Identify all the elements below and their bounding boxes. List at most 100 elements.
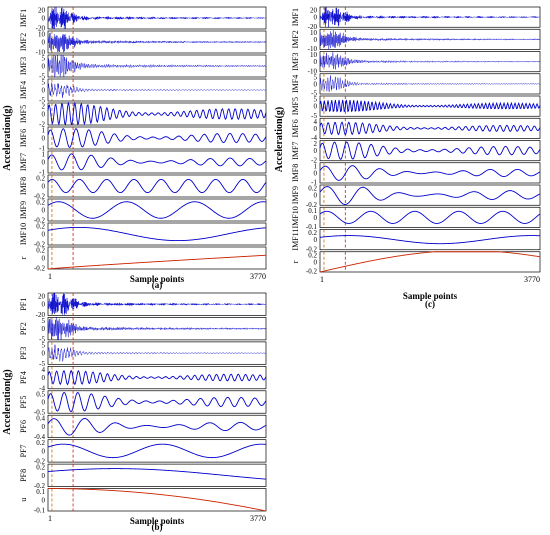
y-tick-label: 10 xyxy=(310,51,318,59)
y-tick-label: 1 xyxy=(42,151,46,159)
subplot-imf7: IMF7 20-2 xyxy=(291,140,541,164)
y-tick-label: -4 xyxy=(39,384,45,392)
series-line xyxy=(47,344,267,362)
subplot-imf7: IMF7 10 -1 xyxy=(19,150,267,177)
y-tick-label: 0 xyxy=(42,15,46,23)
series-line xyxy=(319,6,541,28)
series-name: PF4 xyxy=(19,371,28,384)
y-tick-label: -5 xyxy=(311,112,317,120)
y-tick-label: 2 xyxy=(42,103,46,111)
series-name: IMF4 xyxy=(19,81,28,99)
series-line xyxy=(47,201,267,219)
y-tick-label: 0.2 xyxy=(36,223,45,231)
y-tick-label: -5 xyxy=(39,360,45,368)
series-name: IMF6 xyxy=(19,129,28,147)
series-name: PF7 xyxy=(19,444,28,457)
y-tick-label: -0.1 xyxy=(306,223,318,231)
y-tick-label: -2 xyxy=(39,121,45,129)
y-tick-label: 0.1 xyxy=(308,207,317,215)
y-tick-label: 0.2 xyxy=(36,199,45,207)
y-tick-label: -5 xyxy=(39,335,45,343)
series-name: IMF10 xyxy=(19,223,28,245)
y-tick-label: -1 xyxy=(39,145,45,153)
series-line xyxy=(319,141,541,160)
y-tick-label: 10 xyxy=(38,31,46,39)
subplot-pf6: PF6 0.40 -0.4 xyxy=(19,415,267,441)
y-tick-label: 0 xyxy=(42,63,46,71)
y-tick-label: 5 xyxy=(42,55,46,63)
series-name: IMF9 xyxy=(19,201,28,219)
y-tick-label: -0.5 xyxy=(34,409,46,417)
subplot-pf2: PF2 50 -5 xyxy=(19,317,267,343)
series-name: IMF3 xyxy=(19,57,28,75)
y-tick-label: 0 xyxy=(42,159,46,167)
series-name: IMF1 xyxy=(19,9,28,27)
y-tick-label: 0.2 xyxy=(308,229,317,237)
subplot-r: r 0.20 -0.2 xyxy=(19,247,267,273)
y-tick-label: -0.2 xyxy=(34,241,46,249)
y-tick-label: 0.2 xyxy=(36,175,45,183)
y-tick-label: 0 xyxy=(42,39,46,47)
series-line xyxy=(319,235,541,245)
series-line xyxy=(48,6,267,30)
series-line xyxy=(47,292,267,316)
y-tick-label: 0 xyxy=(314,258,318,266)
subplot-imf9: IMF9 0.20-0.2 xyxy=(19,199,267,225)
subplot-pf3: PF3 50 -5 xyxy=(19,341,267,368)
y-tick-label: 0.2 xyxy=(36,247,45,255)
y-tick-label: 0 xyxy=(42,135,46,143)
y-tick-label: -0.2 xyxy=(306,201,318,209)
subplot-imf9: IMF9 0.20-0.2 xyxy=(291,184,541,209)
series-line xyxy=(47,254,267,270)
y-tick-label: -2 xyxy=(311,156,317,164)
series-line xyxy=(47,54,267,78)
y-tick-label: 20 xyxy=(310,7,318,15)
y-tick-label: 0 xyxy=(42,496,46,504)
panel-b: Acceleration(g)PF1200-20PF250-5PF350-5PF… xyxy=(2,292,267,532)
y-tick-label: -20 xyxy=(36,25,46,33)
series-name: IMF1 xyxy=(291,8,300,26)
series-name: PF5 xyxy=(19,396,28,409)
series-line xyxy=(319,251,541,273)
series-name: IMF8 xyxy=(291,164,300,182)
y-tick-label: -10 xyxy=(308,45,318,53)
series-line xyxy=(47,443,267,459)
subplot-frame xyxy=(319,162,541,184)
subplot-frame xyxy=(47,150,267,174)
series-name: IMF4 xyxy=(291,75,300,93)
y-tick-label: 0 xyxy=(314,147,318,155)
panel-label: (a) xyxy=(152,280,163,290)
y-tick-label: -0.4 xyxy=(34,433,46,441)
subplot-frame xyxy=(319,229,541,251)
subplot-imf2: IMF2 100 -10 xyxy=(19,31,267,57)
subplot-frame xyxy=(47,174,267,198)
series-line xyxy=(319,121,541,136)
series-line xyxy=(319,52,541,70)
subplot-imf8: IMF8 0.20 -0.2 xyxy=(19,174,267,201)
y-tick-label: 0 xyxy=(42,87,46,95)
y-tick-label: 20 xyxy=(38,7,46,15)
y-tick-label: 0 xyxy=(314,58,318,66)
subplot-imf1: IMF1 200-20 xyxy=(291,6,541,31)
subplot-frame xyxy=(319,184,541,206)
series-name: PF8 xyxy=(19,469,28,482)
y-tick-label: 0 xyxy=(42,423,46,431)
y-tick-label: 0.4 xyxy=(36,415,45,423)
y-tick-label: 1 xyxy=(42,127,46,135)
series-name: u xyxy=(19,498,28,502)
x-tick-label: 1 xyxy=(48,272,52,281)
subplot-imf3: IMF3 100-10 xyxy=(291,51,541,75)
subplot-pf4: PF4 40 -4 xyxy=(19,366,267,392)
subplot-frame xyxy=(47,390,267,414)
series-line xyxy=(47,82,267,98)
subplot-frame xyxy=(319,251,541,273)
subplot-imf5: IMF5 20 -2 xyxy=(19,101,267,129)
y-tick-label: 0 xyxy=(314,125,318,133)
y-tick-label: 5 xyxy=(42,79,46,87)
y-tick-label: 0 xyxy=(314,214,318,222)
y-tick-label: -0.2 xyxy=(306,245,318,253)
y-tick-label: -0.2 xyxy=(34,193,46,201)
x-tick-label: 3770 xyxy=(250,514,266,523)
y-tick-label: -0.1 xyxy=(34,507,46,515)
